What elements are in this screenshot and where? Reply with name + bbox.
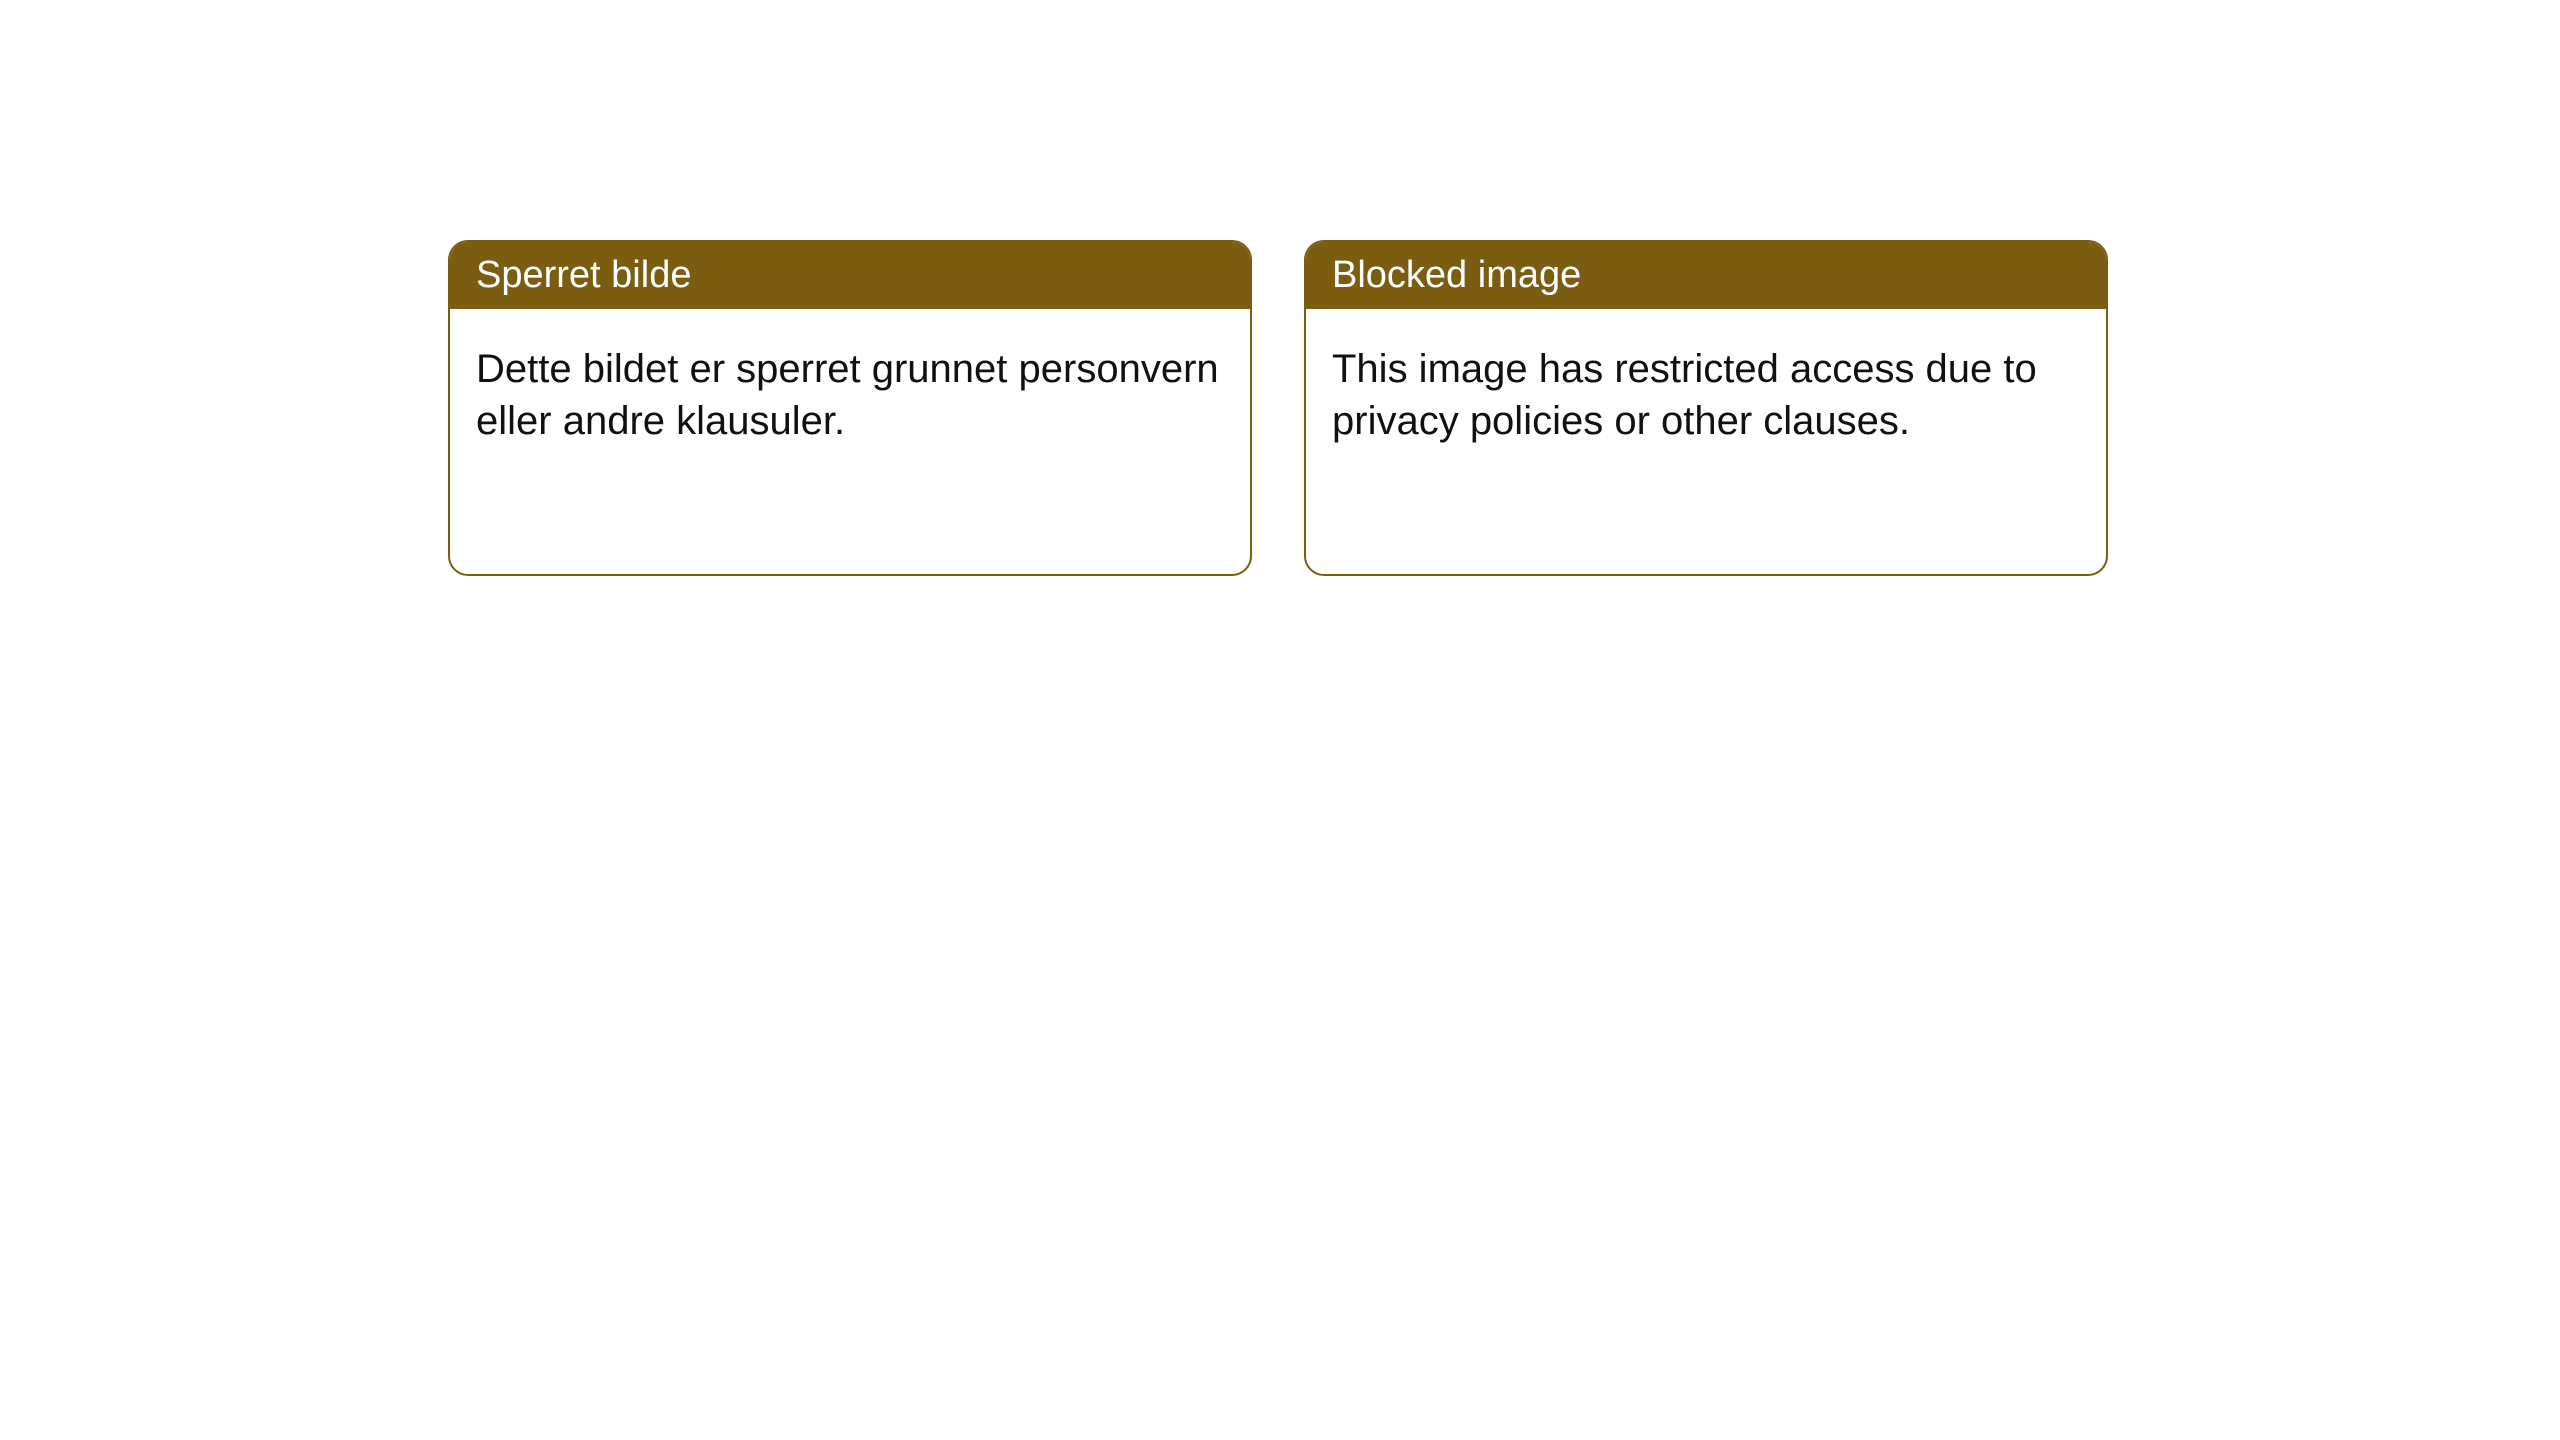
notice-body-text: Dette bildet er sperret grunnet personve… (476, 347, 1219, 443)
notice-card-english: Blocked image This image has restricted … (1304, 240, 2108, 576)
notice-title: Sperret bilde (476, 254, 691, 296)
notice-card-norwegian: Sperret bilde Dette bildet er sperret gr… (448, 240, 1252, 576)
notice-body: This image has restricted access due to … (1306, 309, 2106, 481)
notice-container: Sperret bilde Dette bildet er sperret gr… (0, 0, 2560, 576)
notice-body-text: This image has restricted access due to … (1332, 347, 2037, 443)
notice-header: Sperret bilde (450, 242, 1250, 309)
notice-body: Dette bildet er sperret grunnet personve… (450, 309, 1250, 481)
notice-header: Blocked image (1306, 242, 2106, 309)
notice-title: Blocked image (1332, 254, 1581, 296)
